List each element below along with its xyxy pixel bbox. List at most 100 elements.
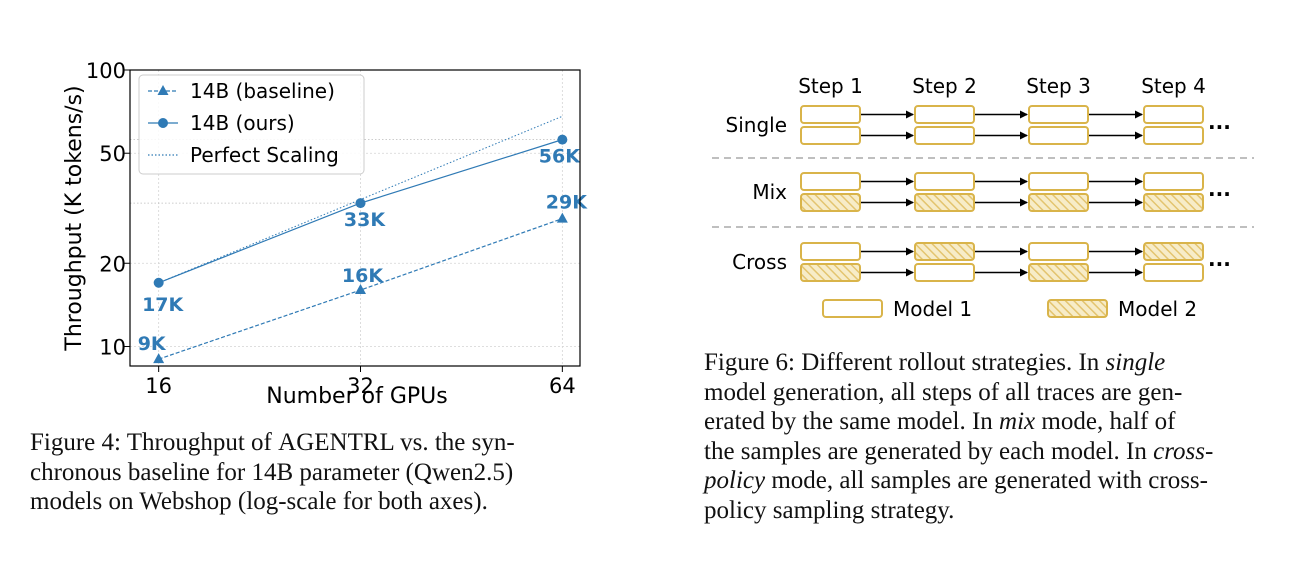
rollout-strategies-diagram: Step 1 Step 2 Step 3 Step 4 Single ...Mix...… bbox=[712, 74, 1254, 321]
model-1-box bbox=[822, 299, 883, 318]
caption-line: erated by the same model. In mix mode, h… bbox=[704, 407, 1294, 437]
caption-text: erated by the same model. In bbox=[704, 408, 1000, 435]
x-tick-label: 16 bbox=[145, 374, 172, 398]
strategy-row-single: Single... bbox=[726, 105, 1231, 145]
row-label: Cross bbox=[732, 250, 787, 274]
row-label: Single bbox=[726, 113, 787, 137]
step-header: Step 4 bbox=[1141, 74, 1206, 98]
strategy-row-mix: Mix... bbox=[752, 172, 1231, 212]
legend-marker bbox=[158, 118, 168, 128]
caption-text: RL vs. the syn- bbox=[362, 429, 515, 456]
x-axis-label: Number of GPUs bbox=[266, 384, 447, 409]
caption-emphasis: mix bbox=[999, 408, 1036, 435]
data-point-marker bbox=[557, 134, 568, 145]
caption-line: chronous baseline for 14B parameter (Qwe… bbox=[30, 458, 514, 486]
model-legend: Model 1 Model 2 bbox=[822, 297, 1197, 321]
data-label: 56K bbox=[539, 146, 581, 168]
legend-label: Perfect Scaling bbox=[190, 143, 339, 167]
step-headers: Step 1 Step 2 Step 3 Step 4 bbox=[798, 74, 1206, 98]
legend-label: Model 1 bbox=[893, 297, 972, 321]
caption-text: mode, half of bbox=[1035, 408, 1176, 435]
data-label: 9K bbox=[138, 333, 167, 355]
model-1-box bbox=[800, 105, 861, 124]
legend-label: 14B (ours) bbox=[190, 111, 295, 135]
model-1-box bbox=[914, 263, 975, 282]
model-2-box bbox=[800, 193, 861, 212]
model-1-box bbox=[1028, 172, 1089, 191]
y-tick-label: 50 bbox=[99, 142, 126, 166]
model-2-box bbox=[800, 263, 861, 282]
caption-text: Figure 4: Throughput of bbox=[30, 429, 279, 456]
data-point-marker bbox=[355, 198, 366, 209]
throughput-chart: 9K 16K 29K 17K 33K 56K 16 32 64 10 20 50 100 Number… bbox=[62, 59, 589, 409]
legend-label: 14B (baseline) bbox=[190, 79, 335, 103]
data-point-marker bbox=[153, 277, 164, 288]
model-1-box bbox=[800, 242, 861, 261]
row-label: Mix bbox=[752, 180, 787, 204]
model-1-box bbox=[1143, 172, 1204, 191]
data-label: 29K bbox=[546, 192, 588, 214]
model-1-box bbox=[1028, 242, 1089, 261]
model-1-box bbox=[914, 126, 975, 145]
caption-text: mode, all samples are generated with cro… bbox=[765, 467, 1208, 494]
model-1-box bbox=[914, 172, 975, 191]
model-1-box bbox=[1028, 105, 1089, 124]
model-1-box bbox=[914, 105, 975, 124]
model-1-box bbox=[1143, 126, 1204, 145]
ellipsis: ... bbox=[1208, 177, 1231, 201]
agentrl-name: AGENT bbox=[278, 429, 363, 456]
model-2-box bbox=[1143, 193, 1204, 212]
model-2-box bbox=[914, 242, 975, 261]
model-2-box bbox=[1143, 242, 1204, 261]
caption-line: Figure 6: Different rollout strategies. … bbox=[704, 348, 1294, 378]
caption-line: policy mode, all samples are generated w… bbox=[704, 466, 1294, 496]
series-markers bbox=[153, 134, 568, 364]
model-2-box bbox=[1028, 263, 1089, 282]
model-1-box bbox=[1028, 126, 1089, 145]
strategy-rows: Single ...Mix ...Cross... bbox=[712, 105, 1254, 282]
caption-line: models on Webshop (log-scale for both ax… bbox=[30, 488, 488, 515]
data-label: 33K bbox=[344, 209, 386, 231]
model-1-box bbox=[800, 172, 861, 191]
data-point-marker bbox=[556, 212, 568, 223]
y-tick-label: 20 bbox=[99, 252, 126, 276]
data-point-marker bbox=[355, 284, 367, 295]
caption-line: the samples are generated by each model.… bbox=[704, 437, 1294, 467]
x-tick-label: 64 bbox=[549, 374, 576, 398]
model-2-box bbox=[1028, 193, 1089, 212]
caption-emphasis: single bbox=[1105, 349, 1166, 376]
caption-text: the samples are generated by each model.… bbox=[704, 437, 1154, 465]
caption-emphasis: cross- bbox=[1153, 437, 1214, 465]
strategy-row-cross: Cross... bbox=[732, 242, 1231, 282]
axis-ticks: 16 32 64 10 20 50 100 bbox=[86, 59, 576, 398]
data-label: 17K bbox=[142, 294, 184, 316]
data-label: 16K bbox=[342, 265, 384, 287]
ellipsis: ... bbox=[1208, 247, 1231, 271]
model-1-box bbox=[1143, 105, 1204, 124]
legend-frame bbox=[138, 74, 365, 175]
data-labels: 9K 16K 29K 17K 33K 56K bbox=[138, 146, 589, 356]
y-tick-label: 100 bbox=[86, 59, 126, 83]
model-1-box bbox=[800, 126, 861, 145]
y-axis-label: Throughput (K tokens/s) bbox=[62, 85, 87, 351]
ellipsis: ... bbox=[1208, 110, 1231, 134]
x-tick-label: 32 bbox=[347, 374, 374, 398]
step-header: Step 2 bbox=[912, 74, 977, 98]
caption-text: Figure 6: Different rollout strategies. … bbox=[704, 349, 1106, 376]
model-2-box bbox=[1047, 299, 1108, 318]
data-point-marker bbox=[153, 353, 165, 364]
step-header: Step 1 bbox=[798, 74, 863, 98]
figure-4-caption: Figure 4: Throughput of AGENTRL vs. the … bbox=[30, 428, 630, 517]
step-header: Step 3 bbox=[1026, 74, 1091, 98]
caption-line: policy sampling strategy. bbox=[704, 496, 955, 524]
model-1-box bbox=[1143, 263, 1204, 282]
model-2-box bbox=[914, 193, 975, 212]
y-tick-label: 10 bbox=[99, 335, 126, 359]
legend: 14B (baseline) 14B (ours) Perfect Scaling bbox=[138, 74, 365, 175]
figure-6-caption: Figure 6: Different rollout strategies. … bbox=[704, 348, 1294, 525]
legend-marker bbox=[157, 85, 169, 95]
plot-frame bbox=[129, 69, 581, 367]
caption-line: model generation, all steps of all trace… bbox=[704, 378, 1183, 406]
caption-line: Figure 4: Throughput of AGENTRL vs. the … bbox=[30, 428, 630, 458]
caption-emphasis: policy bbox=[704, 467, 766, 494]
